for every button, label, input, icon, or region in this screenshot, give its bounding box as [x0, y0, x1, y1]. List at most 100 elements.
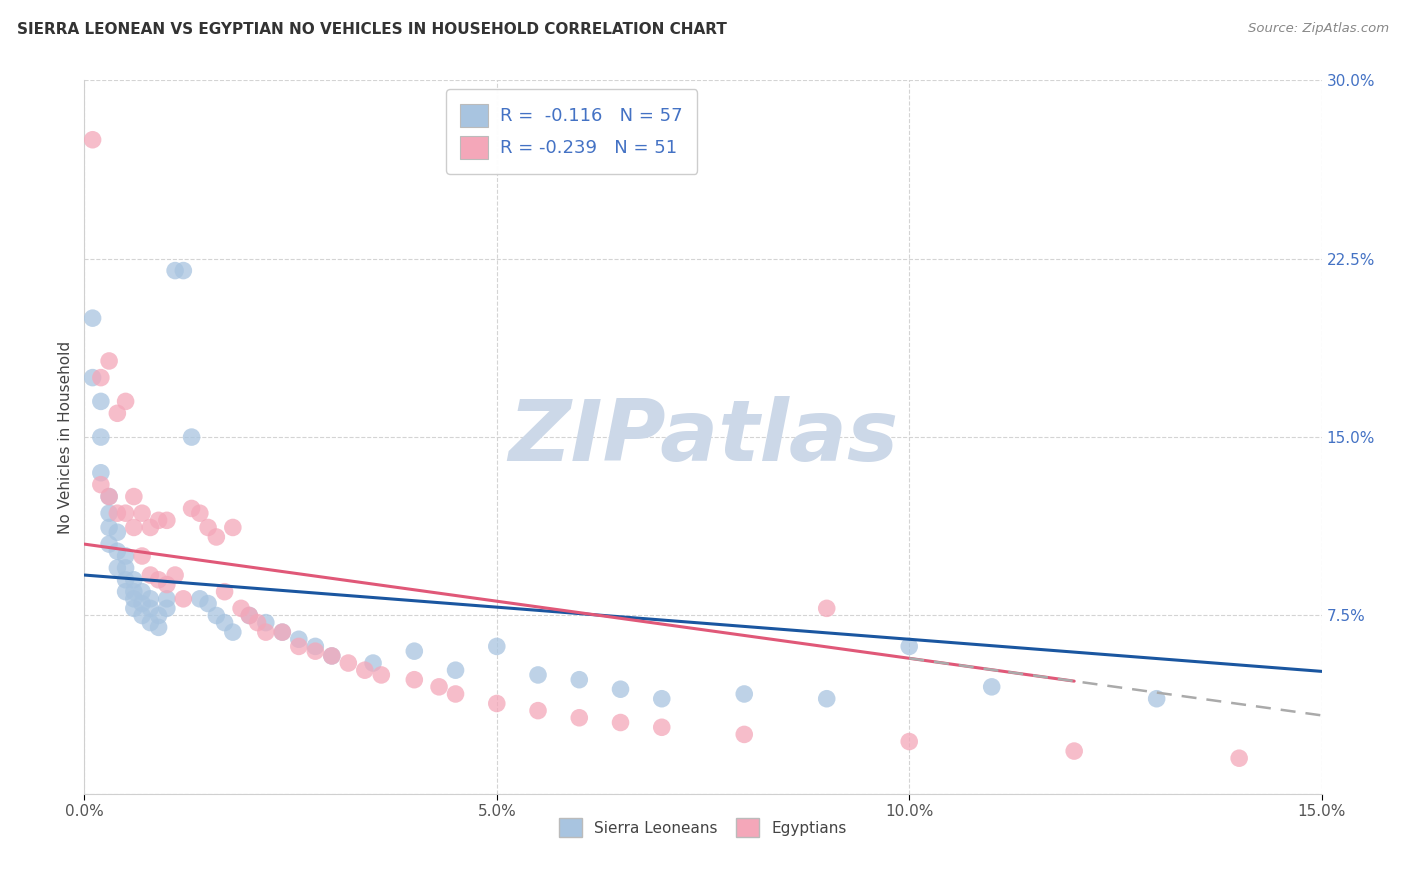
Point	[222, 520, 245, 534]
Point	[404, 673, 426, 687]
Point	[222, 625, 245, 640]
Point	[156, 591, 179, 606]
Point	[90, 370, 112, 384]
Point	[527, 668, 550, 682]
Point	[733, 687, 755, 701]
Point	[148, 573, 170, 587]
Point	[82, 370, 104, 384]
Point	[82, 133, 104, 147]
Point	[165, 568, 187, 582]
Point	[98, 354, 121, 368]
Point	[568, 711, 591, 725]
Point	[105, 544, 128, 558]
Text: SIERRA LEONEAN VS EGYPTIAN NO VEHICLES IN HOUSEHOLD CORRELATION CHART: SIERRA LEONEAN VS EGYPTIAN NO VEHICLES I…	[17, 22, 727, 37]
Point	[271, 625, 294, 640]
Point	[898, 734, 921, 748]
Point	[114, 506, 136, 520]
Point	[1227, 751, 1250, 765]
Point	[1063, 744, 1085, 758]
Point	[105, 506, 128, 520]
Point	[980, 680, 1002, 694]
Point	[122, 490, 145, 504]
Point	[337, 656, 360, 670]
Point	[98, 537, 121, 551]
Point	[271, 625, 294, 640]
Point	[246, 615, 269, 630]
Point	[444, 687, 467, 701]
Point	[98, 506, 121, 520]
Point	[131, 506, 153, 520]
Point	[188, 591, 211, 606]
Point	[321, 648, 343, 663]
Point	[148, 620, 170, 634]
Point	[139, 568, 162, 582]
Text: Source: ZipAtlas.com: Source: ZipAtlas.com	[1249, 22, 1389, 36]
Point	[156, 601, 179, 615]
Point	[1146, 691, 1168, 706]
Point	[90, 466, 112, 480]
Point	[114, 394, 136, 409]
Point	[98, 490, 121, 504]
Point	[815, 691, 838, 706]
Point	[444, 663, 467, 677]
Point	[148, 513, 170, 527]
Point	[114, 561, 136, 575]
Point	[527, 704, 550, 718]
Point	[485, 640, 508, 654]
Point	[148, 608, 170, 623]
Point	[288, 640, 311, 654]
Point	[188, 506, 211, 520]
Point	[568, 673, 591, 687]
Point	[609, 682, 631, 697]
Point	[90, 477, 112, 491]
Point	[98, 490, 121, 504]
Point	[105, 406, 128, 420]
Point	[651, 691, 673, 706]
Point	[485, 697, 508, 711]
Point	[131, 597, 153, 611]
Point	[238, 608, 260, 623]
Point	[139, 520, 162, 534]
Point	[205, 530, 228, 544]
Point	[180, 501, 202, 516]
Point	[214, 615, 236, 630]
Point	[105, 561, 128, 575]
Point	[105, 525, 128, 540]
Point	[90, 430, 112, 444]
Point	[131, 549, 153, 563]
Point	[238, 608, 260, 623]
Point	[898, 640, 921, 654]
Point	[815, 601, 838, 615]
Point	[139, 591, 162, 606]
Point	[114, 584, 136, 599]
Point	[122, 520, 145, 534]
Point	[114, 573, 136, 587]
Point	[165, 263, 187, 277]
Point	[370, 668, 392, 682]
Point	[304, 644, 326, 658]
Point	[427, 680, 450, 694]
Point	[131, 608, 153, 623]
Point	[122, 584, 145, 599]
Point	[197, 597, 219, 611]
Point	[733, 727, 755, 741]
Point	[609, 715, 631, 730]
Point	[122, 601, 145, 615]
Point	[131, 584, 153, 599]
Point	[229, 601, 252, 615]
Point	[254, 615, 277, 630]
Point	[90, 394, 112, 409]
Point	[122, 591, 145, 606]
Point	[172, 591, 194, 606]
Point	[114, 549, 136, 563]
Legend: Sierra Leoneans, Egyptians: Sierra Leoneans, Egyptians	[551, 811, 855, 845]
Point	[205, 608, 228, 623]
Point	[156, 577, 179, 591]
Point	[180, 430, 202, 444]
Text: ZIPatlas: ZIPatlas	[508, 395, 898, 479]
Point	[139, 615, 162, 630]
Point	[361, 656, 384, 670]
Point	[98, 520, 121, 534]
Point	[214, 584, 236, 599]
Point	[156, 513, 179, 527]
